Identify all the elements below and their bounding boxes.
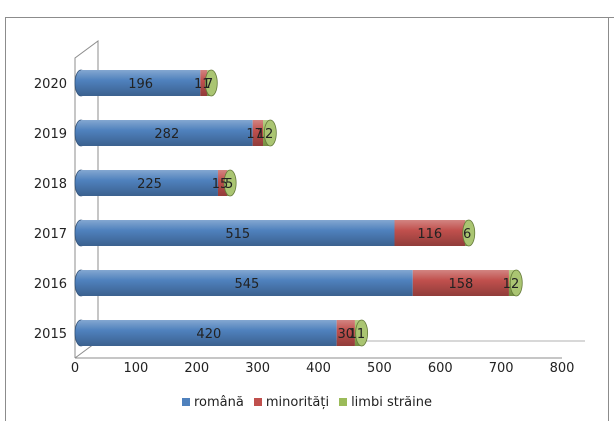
bar-cap-end	[223, 169, 237, 197]
legend-label-romana: română	[194, 394, 244, 410]
bar-cap-end	[204, 69, 218, 97]
bar-cap-end	[263, 119, 277, 147]
bar-romana-2018	[81, 170, 218, 196]
bar-minoritati-2018	[217, 170, 228, 196]
data-label: 11	[349, 327, 366, 342]
bar-minoritati-2019	[252, 120, 264, 146]
data-label: 30	[338, 327, 355, 342]
data-label: 420	[196, 327, 221, 342]
data-label: 11	[194, 77, 211, 92]
data-label: 158	[448, 277, 473, 292]
legend-label-minoritati: minorități	[265, 394, 330, 410]
y-tick-label: 2015	[34, 327, 67, 342]
legend-swatch-limbi-straine	[339, 398, 348, 406]
bar-minoritati-2016	[412, 270, 509, 296]
y-axis-wall	[74, 40, 99, 359]
data-label: 116	[417, 227, 442, 242]
y-tick-label: 2018	[34, 177, 67, 192]
x-tick-label: 800	[550, 361, 575, 376]
x-tick-label: 100	[123, 361, 148, 376]
data-label: 225	[137, 177, 162, 192]
x-tick-label: 600	[428, 361, 453, 376]
data-label: 15	[212, 177, 229, 192]
bar-cap-end	[509, 269, 523, 297]
data-label: 515	[225, 227, 250, 242]
bar-romana-2015	[81, 320, 337, 346]
legend-swatch-minoritati	[253, 398, 262, 406]
legend-item-limbi-straine: limbi străine	[339, 395, 432, 410]
legend-label-limbi-straine: limbi străine	[351, 394, 432, 410]
data-label: 12	[257, 127, 274, 142]
x-tick-label: 200	[184, 361, 209, 376]
bar-romana-2017	[81, 220, 395, 246]
bar-romana-2020	[81, 70, 201, 96]
legend-item-minoritati: minorități	[253, 394, 330, 410]
x-tick-label: 700	[489, 361, 514, 376]
bar-romana-2019	[81, 120, 253, 146]
data-label: 6	[463, 227, 471, 242]
bar-cap-end	[355, 319, 369, 347]
x-tick-label: 500	[367, 361, 392, 376]
y-tick-label: 2019	[34, 127, 67, 142]
data-label: 12	[503, 277, 520, 292]
data-label: 5	[225, 177, 233, 192]
data-label: 545	[234, 277, 259, 292]
bar-minoritati-2017	[394, 220, 466, 246]
bar-minoritati-2020	[200, 70, 208, 96]
data-label: 17	[246, 127, 263, 142]
y-tick-label: 2020	[34, 77, 67, 92]
bar-cap-end	[462, 219, 476, 247]
x-tick-label: 400	[306, 361, 331, 376]
data-label: 282	[154, 127, 179, 142]
data-label: 196	[128, 77, 153, 92]
legend-swatch-romana	[182, 398, 190, 406]
data-label: 7	[205, 77, 213, 92]
bar-romana-2016	[81, 270, 413, 296]
x-tick-label: 0	[71, 361, 79, 376]
legend-item-romana: română	[182, 395, 244, 410]
y-tick-label: 2017	[34, 227, 67, 242]
x-tick-label: 300	[245, 361, 270, 376]
chart-legend: română minorități limbi străine	[0, 392, 614, 412]
y-tick-label: 2016	[34, 277, 67, 292]
bar-minoritati-2015	[336, 320, 355, 346]
